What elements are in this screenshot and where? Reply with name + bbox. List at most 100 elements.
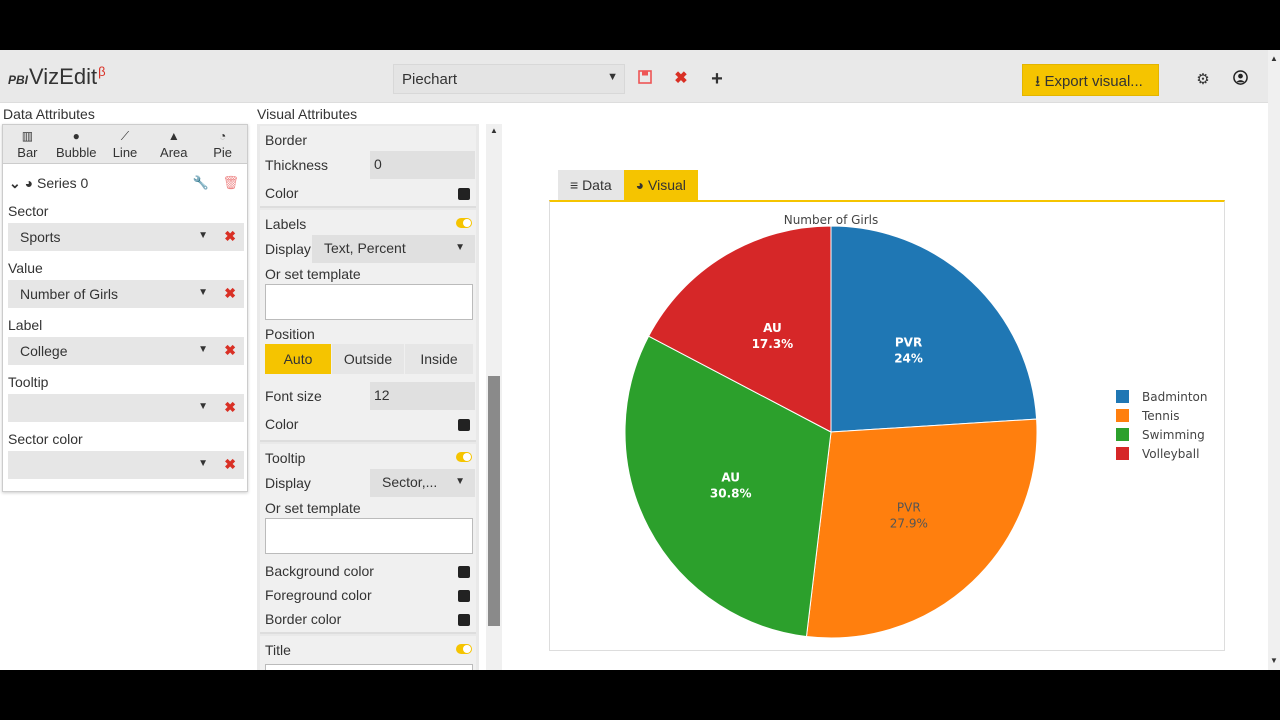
tooltip-fg-label: Foreground color [265,587,372,603]
visual-panel-scrollbar[interactable]: ▲ [486,124,502,670]
border-color-swatch[interactable] [458,188,470,200]
value-value: Number of Girls [20,286,119,302]
labels-display-select[interactable]: Text, Percent ▼ [312,235,475,263]
legend-swatch[interactable] [1116,428,1129,441]
tooltip-bg-swatch[interactable] [458,566,470,578]
labels-color-swatch[interactable] [458,419,470,431]
tooltip-fg-swatch[interactable] [458,590,470,602]
chart-type-area-button[interactable]: ▲ Area [149,125,198,163]
database-icon: ≡ [570,177,579,193]
export-visual-button[interactable]: ⭳ Export visual... [1022,64,1159,96]
title-heading: Title [265,642,291,658]
labels-display-label: Display [265,241,311,257]
tooltip-border-swatch[interactable] [458,614,470,626]
labels-toggle[interactable] [456,218,472,228]
close-icon[interactable]: ✖ [674,70,688,87]
series-label: Series 0 [36,175,89,191]
pie-slice-swimming[interactable] [624,335,832,638]
pie-chart: Number of Girls PVR 24% PVR 27.9% AU 30.8% AU 1… [624,213,1207,639]
gear-icon[interactable]: ⚙ [1196,71,1210,88]
tooltip-toggle[interactable] [456,452,472,462]
series-header[interactable]: ⌄ ◕ Series 0 [9,175,88,192]
scroll-up-icon[interactable]: ▲ [1270,54,1278,63]
chart-type-bar-button[interactable]: ▥ Bar [3,125,52,163]
app-window: PBIVizEditβ Piechart ▼ ✖ + ⭳ Export visu… [0,50,1280,670]
legend-swatch[interactable] [1116,447,1129,460]
labels-section: Labels Display Text, Percent ▼ Or set tem… [260,210,476,442]
tooltip-heading: Tooltip [265,450,306,466]
position-outside-button[interactable]: Outside [332,344,404,374]
border-section: Border Thickness 0 Color [260,126,476,208]
legend-item-label[interactable]: Tennis [1141,409,1179,423]
thickness-input[interactable]: 0 [370,151,475,179]
chart-select-dropdown[interactable]: Piechart ▼ [393,64,625,94]
clear-icon[interactable]: ✖ [224,285,236,301]
clear-icon[interactable]: ✖ [224,228,236,244]
tooltip-field[interactable]: ▼ ✖ [8,394,244,422]
pie-series-icon: ◕ [24,175,34,191]
bubble-icon: ● [72,129,80,143]
slice-percent: 27.9% [890,516,928,530]
chart-type-bubble-button[interactable]: ● Bubble [52,125,101,163]
border-color-label: Color [265,185,299,201]
labels-template-textarea[interactable] [265,284,473,320]
chart-type-line-button[interactable]: ⟋ Line [101,125,150,163]
chart-type-pie-button[interactable]: ◔ Pie [198,125,247,163]
save-icon[interactable] [636,70,654,88]
sector-color-field[interactable]: ▼ ✖ [8,451,244,479]
pie-chart-icon: ◔ [218,129,227,143]
clear-icon[interactable]: ✖ [224,399,236,415]
field-label-value: Value [8,260,43,276]
sector-field[interactable]: Sports ▼ ✖ [8,223,244,251]
thickness-label: Thickness [265,157,329,173]
clear-icon[interactable]: ✖ [224,456,236,472]
legend-item-label[interactable]: Swimming [1142,428,1205,442]
chevron-down-icon: ▼ [198,458,208,469]
data-attributes-panel: ▥ Bar ● Bubble ⟋ Line ▲ Area ◔ Pie ⌄ ◕ Series… [2,124,248,492]
user-icon[interactable] [1231,70,1249,88]
wrench-icon[interactable]: 🔧 [192,175,209,190]
visual-attributes-title: Visual Attributes [257,106,358,122]
legend-swatch[interactable] [1116,409,1129,422]
tooltip-template-label: Or set template [265,500,361,516]
pie-slice-tennis[interactable] [805,418,1038,639]
add-icon[interactable]: + [711,68,723,90]
value-field[interactable]: Number of Girls ▼ ✖ [8,280,244,308]
clear-icon[interactable]: ✖ [224,342,236,358]
tooltip-template-textarea[interactable] [265,518,473,554]
label-field[interactable]: College ▼ ✖ [8,337,244,365]
chevron-down-icon: ▼ [198,230,208,241]
title-section: Title [260,636,476,670]
pie-slice-badminton[interactable] [830,225,1038,433]
tab-data[interactable]: ≡ Data [558,170,624,200]
position-label: Position [265,326,315,342]
tooltip-bg-label: Background color [265,563,374,579]
scroll-up-icon[interactable]: ▲ [490,126,498,135]
legend-item-label[interactable]: Volleyball [1142,447,1199,461]
title-toggle[interactable] [456,644,472,654]
legend-swatch[interactable] [1116,390,1129,403]
title-input[interactable] [265,664,473,670]
tooltip-display-select[interactable]: Sector,... ▼ [370,469,475,497]
font-size-label: Font size [265,388,322,404]
page-scrollbar[interactable]: ▲ ▼ [1268,50,1280,670]
labels-display-value: Text, Percent [324,240,406,256]
chevron-down-icon: ▼ [455,242,465,253]
tab-visual[interactable]: ◕ Visual [623,170,698,200]
pie-slice-volleyball[interactable] [647,225,832,433]
trash-icon[interactable]: 🗑 [222,175,239,190]
font-size-input[interactable]: 12 [370,382,475,410]
tab-data-label: Data [582,177,612,193]
chart-container: Number of Girls PVR 24% PVR 27.9% AU 30.8% AU 1… [549,200,1225,651]
labels-color-label: Color [265,416,299,432]
scroll-thumb[interactable] [488,376,500,626]
top-bar: PBIVizEditβ Piechart ▼ ✖ + ⭳ Export visu… [0,50,1268,103]
position-inside-button[interactable]: Inside [405,344,473,374]
chevron-down-icon: ▼ [607,71,618,83]
legend-item-label[interactable]: Badminton [1142,390,1207,404]
scroll-down-icon[interactable]: ▼ [1270,656,1278,665]
slice-percent: 17.3% [752,337,794,351]
labels-template-label: Or set template [265,266,361,282]
slice-label: AU [763,321,782,335]
position-auto-button[interactable]: Auto [265,344,331,374]
